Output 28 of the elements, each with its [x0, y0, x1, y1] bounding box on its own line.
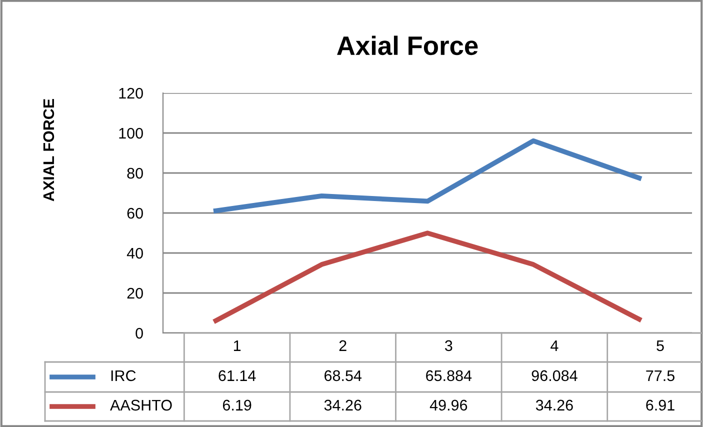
- legend-label: AASHTO: [110, 400, 172, 411]
- y-tick-label: 60: [127, 208, 143, 219]
- y-tick-label: 40: [126, 248, 143, 259]
- data-label: 68.54: [324, 370, 362, 382]
- legend-label: IRC: [111, 370, 136, 382]
- y-tick-label: 100: [119, 128, 143, 139]
- y-tick-label: 0: [136, 328, 143, 339]
- x-tick-label: 2: [339, 340, 346, 351]
- x-tick-label: 3: [444, 340, 452, 352]
- chart-title: Axial Force: [337, 36, 478, 56]
- data-label: 34.26: [536, 400, 573, 411]
- data-label: 96.084: [532, 370, 578, 382]
- y-tick-label: 80: [127, 168, 143, 179]
- data-label: 34.26: [324, 400, 362, 411]
- x-tick-label: 5: [656, 340, 664, 352]
- y-axis-title: AXIAL FORCE: [43, 98, 54, 202]
- data-label: 61.14: [218, 370, 256, 382]
- data-label: 6.19: [222, 400, 252, 411]
- data-label: 6.91: [646, 400, 674, 411]
- y-tick-label: 20: [127, 288, 143, 299]
- x-tick-label: 1: [234, 340, 241, 351]
- line-series: [213, 138, 642, 214]
- line-series: [213, 230, 642, 324]
- y-tick-label: 120: [119, 88, 143, 99]
- data-label: 49.96: [430, 400, 468, 411]
- x-tick-label: 4: [550, 340, 558, 351]
- data-label: 65.884: [426, 370, 472, 382]
- data-label: 77.5: [646, 370, 674, 382]
